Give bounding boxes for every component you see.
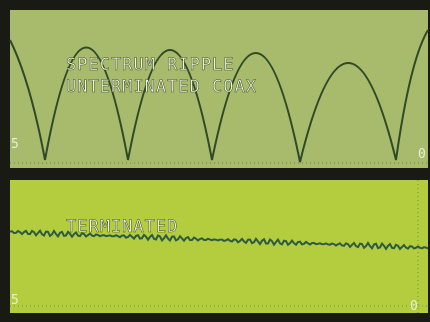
bottom-title: TERMINATED (66, 217, 178, 237)
screen-photo: SPECTRUM RIPPLE UNTERMINATED COAX 5 0 TE… (0, 0, 430, 322)
bottom-left-label: 5 (11, 293, 19, 308)
bottom-right-label: 0 (410, 299, 418, 314)
top-left-label: 5 (11, 137, 19, 152)
top-title-line-1: SPECTRUM RIPPLE (66, 55, 235, 75)
top-title-line-2: UNTERMINATED COAX (66, 77, 257, 97)
top-right-label: 0 (418, 147, 426, 162)
